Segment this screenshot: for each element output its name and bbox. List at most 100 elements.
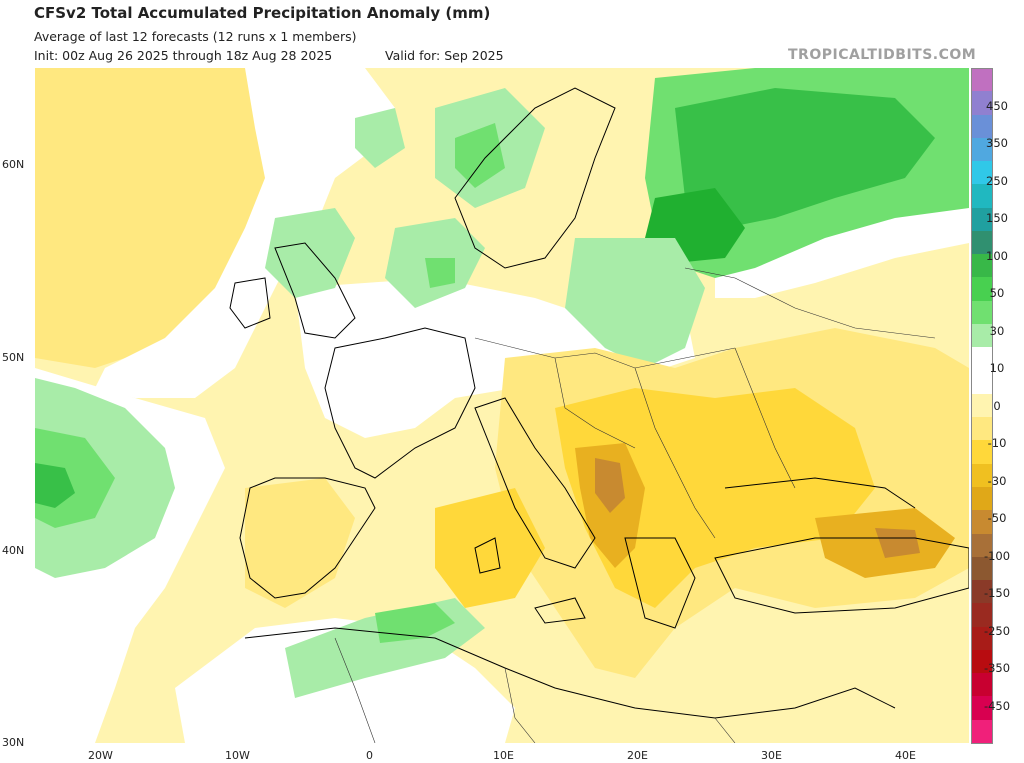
turkey-outline	[714, 537, 969, 614]
colorbar-tick-label: 450	[986, 98, 1008, 113]
britain-outline	[274, 242, 356, 339]
map-canvas	[35, 68, 969, 743]
north-africa-coast	[244, 627, 896, 719]
colorbar-segment	[971, 300, 992, 325]
colorbar-segment	[971, 440, 992, 465]
neutral-band-north	[95, 68, 395, 398]
border-libya	[504, 667, 536, 743]
colorbar-segment	[971, 91, 992, 116]
colorbar-segment	[971, 184, 992, 209]
wet-zone-faroes	[355, 108, 405, 168]
italy-outline	[474, 397, 596, 569]
colorbar-tick-label: -250	[983, 623, 1011, 638]
colorbar-segment	[971, 696, 992, 721]
colorbar-tick-label: -350	[983, 661, 1011, 675]
colorbar-tick-label: 100	[986, 248, 1008, 263]
iberia-outline	[239, 477, 376, 599]
colorbar-segment	[971, 393, 992, 418]
lat-label-50n: 50N	[2, 351, 25, 364]
colorbar-segment	[971, 114, 992, 139]
lon-label-30e: 30E	[761, 749, 782, 762]
colorbar-segment	[971, 510, 992, 534]
wet-zone-maghreb-core	[375, 603, 455, 643]
colorbar-segment	[971, 417, 992, 441]
colorbar-segment	[971, 673, 992, 697]
colorbar-tick-label: 30	[989, 323, 1005, 338]
valid-text: Valid for: Sep 2025	[385, 48, 504, 63]
lat-label-40n: 40N	[2, 544, 25, 557]
neutral-band-east	[715, 198, 969, 298]
border-algeria	[334, 637, 376, 743]
colorbar-segment	[971, 556, 992, 581]
wet-zone-poland	[565, 238, 705, 368]
colorbar-segment	[971, 207, 992, 232]
colorbar-segment	[971, 649, 992, 674]
lon-label-0: 0	[366, 749, 373, 762]
map-subtitle: Average of last 12 forecasts (12 runs x …	[34, 29, 357, 44]
coastlines	[229, 87, 969, 719]
colorbar-segment	[971, 719, 992, 744]
colorbar-tick-label: -100	[983, 548, 1011, 563]
lon-label-10w: 10W	[225, 749, 250, 762]
colorbar-segment	[971, 277, 992, 302]
colorbar-segment	[971, 580, 992, 604]
border-ukraine	[734, 347, 796, 489]
lon-label-10e: 10E	[493, 749, 514, 762]
sicily-outline	[534, 597, 586, 624]
wet-zone-north-sea-core	[425, 258, 455, 288]
dry-zone-adriatic-max	[595, 458, 625, 513]
map-title: CFSv2 Total Accumulated Precipitation An…	[34, 4, 491, 22]
colorbar-segment	[971, 370, 992, 395]
dry-zone-turkey-max	[875, 528, 920, 558]
greece-outline	[624, 537, 696, 629]
dry-zone-balkans	[555, 388, 875, 608]
lon-label-40e: 40E	[895, 749, 916, 762]
colorbar-segment	[971, 254, 992, 278]
precipitation-map	[35, 68, 969, 743]
colorbar-tick-label: 150	[986, 211, 1008, 225]
init-text: Init: 00z Aug 26 2025 through 18z Aug 28…	[34, 48, 333, 63]
colorbar-segment	[971, 161, 992, 185]
black-sea-coast	[724, 477, 916, 509]
france-outline	[324, 327, 476, 479]
border-alpine	[554, 357, 636, 449]
brand-watermark: TROPICALTIDBITS.COM	[788, 47, 977, 63]
colorbar-tick-label: 10	[989, 361, 1005, 375]
colorbar-tick-label: -450	[983, 698, 1011, 713]
colorbar-segment	[971, 230, 992, 255]
colorbar-tick-label: 250	[986, 173, 1008, 188]
colorbar-segment	[971, 603, 992, 628]
colorbar-tick-label: -10	[987, 436, 1007, 450]
ireland-outline	[229, 277, 271, 329]
colorbar-segment	[971, 533, 992, 558]
colorbar-tick-label: 350	[986, 136, 1008, 150]
colorbar-segment	[971, 68, 992, 92]
border-egypt	[714, 717, 736, 743]
colorbar-tick-label: 0	[993, 398, 1001, 413]
wet-zone-norway-core	[455, 123, 505, 188]
country-borders	[334, 267, 936, 743]
scandinavia-outline	[454, 87, 616, 269]
border-central	[474, 337, 736, 369]
dry-zone-iberia	[245, 478, 355, 608]
colorbar-segment	[971, 137, 992, 162]
lat-label-30n: 30N	[2, 736, 25, 749]
colorbar	[971, 68, 993, 744]
colorbar-segment	[971, 463, 992, 488]
wet-zone-baltic-core	[675, 88, 935, 228]
dry-zone-tyrrhenian	[435, 488, 545, 608]
sardinia-outline	[474, 537, 501, 574]
border-russia	[684, 267, 936, 339]
colorbar-tick-label: -150	[983, 586, 1011, 600]
colorbar-segment	[971, 486, 992, 511]
colorbar-tick-label: -30	[987, 473, 1007, 488]
colorbar-segment	[971, 347, 992, 372]
atlantic-dry-zone-2	[35, 218, 205, 298]
colorbar-tick-label: 50	[989, 286, 1005, 300]
colorbar-segment	[971, 324, 992, 348]
lat-label-60n: 60N	[2, 158, 25, 171]
lon-label-20e: 20E	[627, 749, 648, 762]
lon-label-20w: 20W	[88, 749, 113, 762]
border-east	[634, 367, 716, 539]
colorbar-tick-label: -50	[987, 511, 1007, 525]
